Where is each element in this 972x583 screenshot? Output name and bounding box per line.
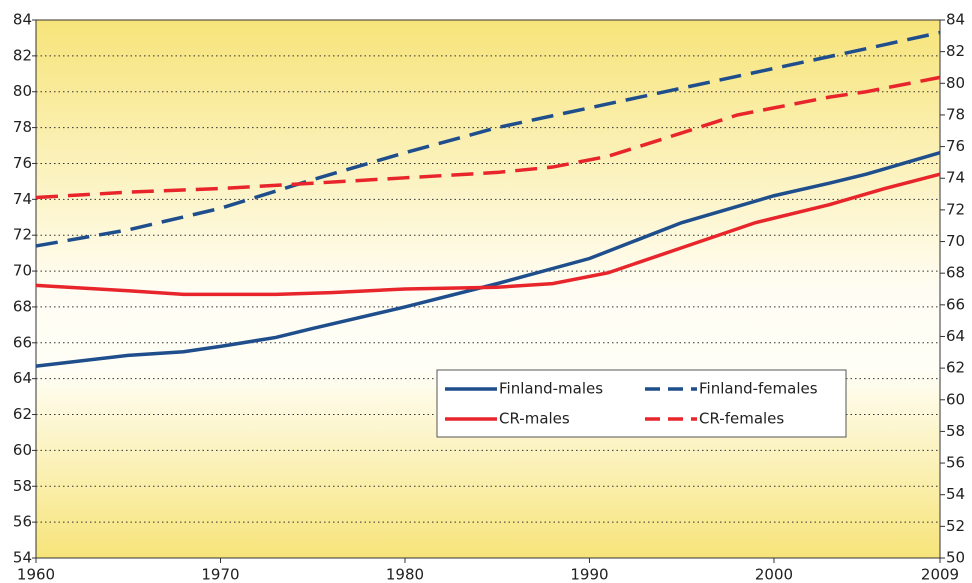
- y2-tick-label: 68: [946, 264, 965, 282]
- y2-tick-label: 82: [946, 42, 965, 60]
- x-tick-label: 1980: [386, 566, 424, 583]
- y2-tick-label: 76: [946, 137, 965, 155]
- y2-tick-label: 52: [946, 517, 965, 535]
- y2-tick-label: 54: [946, 485, 965, 503]
- y-tick-label: 58: [13, 477, 32, 495]
- line-series: [35, 75, 941, 200]
- y2-tick-label: 56: [946, 454, 965, 472]
- x-tick-label: 1990: [570, 566, 608, 583]
- legend: [436, 369, 847, 438]
- x-tick-label: 2000: [755, 566, 793, 583]
- y-tick-label: 80: [13, 82, 32, 100]
- y-tick-label: 60: [13, 441, 32, 459]
- y2-tick-label: 78: [946, 105, 965, 123]
- legend-label: CR-females: [699, 410, 784, 428]
- y-tick-label: 54: [13, 549, 32, 567]
- y-tick-label: 76: [13, 154, 32, 172]
- line-series: [35, 172, 941, 297]
- y2-tick-label: 72: [946, 200, 965, 218]
- y2-tick-label: 60: [946, 390, 965, 408]
- y-tick-label: 82: [13, 46, 32, 64]
- y2-tick-label: 84: [946, 11, 965, 29]
- y2-tick-label: 74: [946, 169, 965, 187]
- x-tick-label: 1960: [17, 566, 55, 583]
- y-tick-label: 78: [13, 118, 32, 136]
- y2-tick-label: 58: [946, 422, 965, 440]
- y-tick-label: 64: [13, 369, 32, 387]
- y2-tick-label: 64: [946, 327, 965, 345]
- y-tick-label: 56: [13, 513, 32, 531]
- legend-label: CR-males: [499, 410, 570, 428]
- legend-label: Finland-males: [499, 380, 603, 398]
- y2-tick-label: 70: [946, 232, 965, 250]
- y-tick-label: 70: [13, 262, 32, 280]
- y2-tick-label: 66: [946, 295, 965, 313]
- x-tick-label: 2009: [921, 566, 959, 583]
- y-tick-label: 74: [13, 190, 32, 208]
- y-tick-label: 68: [13, 297, 32, 315]
- y-tick-label: 62: [13, 405, 32, 423]
- line-series: [35, 151, 941, 368]
- x-tick-label: 1970: [201, 566, 239, 583]
- y-tick-label: 72: [13, 226, 32, 244]
- y-tick-label: 84: [13, 11, 32, 29]
- y2-tick-label: 62: [946, 359, 965, 377]
- y2-tick-label: 50: [946, 549, 965, 567]
- y2-tick-label: 80: [946, 74, 965, 92]
- y-tick-label: 66: [13, 333, 32, 351]
- legend-label: Finland-females: [699, 380, 818, 398]
